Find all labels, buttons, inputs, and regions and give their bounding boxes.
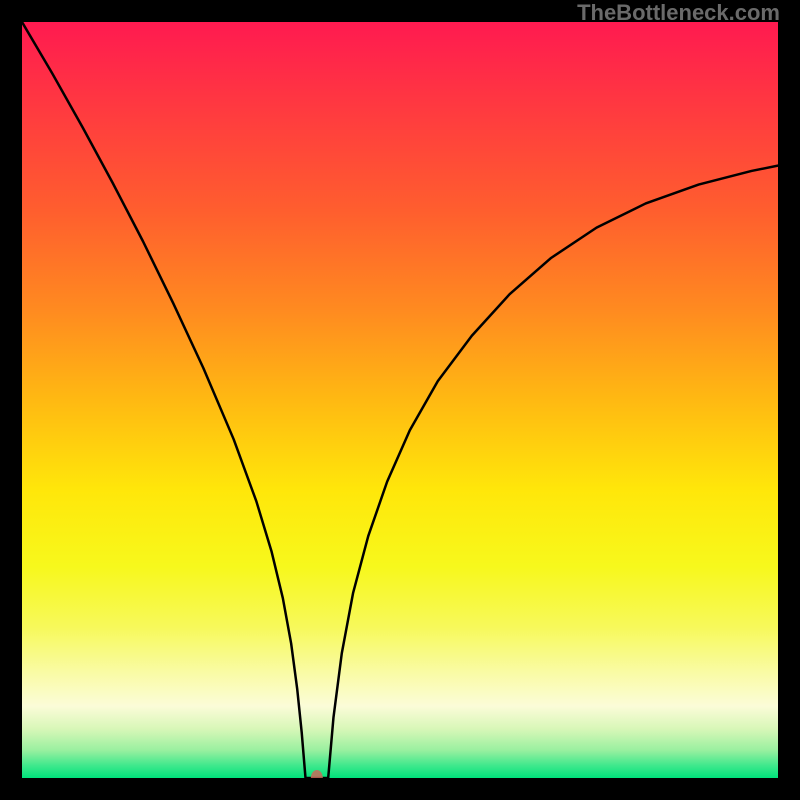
- chart-container: TheBottleneck.com: [0, 0, 800, 800]
- watermark-text: TheBottleneck.com: [577, 0, 780, 26]
- plot-area: [22, 22, 778, 778]
- curve-layer: [22, 22, 778, 778]
- bottleneck-curve: [22, 22, 778, 778]
- optimum-marker: [311, 770, 323, 778]
